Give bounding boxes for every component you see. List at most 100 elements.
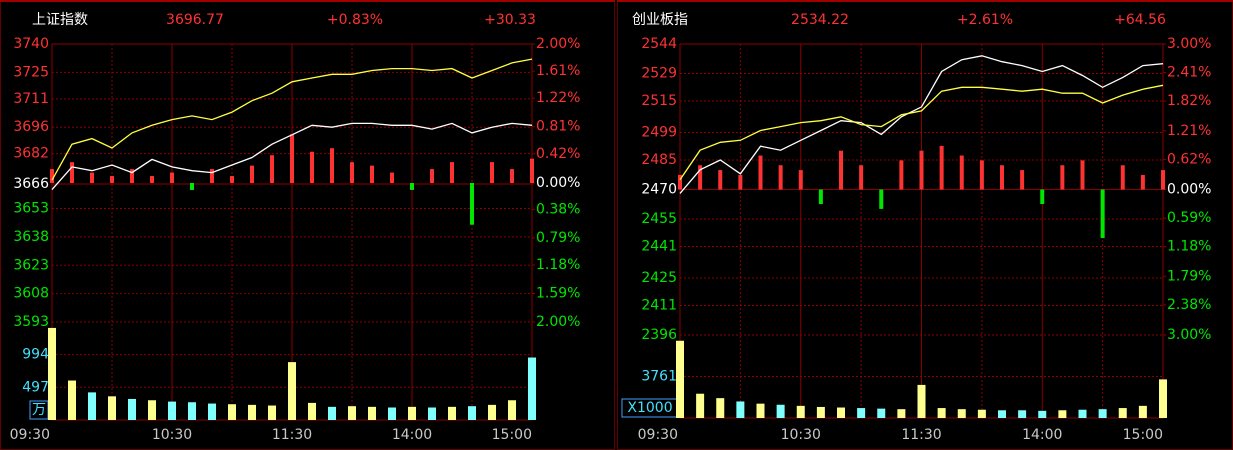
volume-bar — [756, 403, 765, 418]
header-change: +30.33 — [484, 12, 536, 28]
volume-bar — [88, 392, 96, 420]
panel-border — [0, 0, 615, 450]
strength-bar — [919, 150, 924, 190]
y-tick-label: 2396 — [641, 327, 677, 343]
volume-bar — [428, 407, 436, 420]
volume-bar — [1138, 405, 1147, 418]
strength-bar — [350, 162, 354, 183]
volume-bar — [528, 357, 536, 420]
volume-bar — [108, 396, 116, 420]
strength-bar — [390, 172, 394, 183]
y-tick-label: 2499 — [641, 124, 677, 140]
strength-bar — [130, 169, 134, 183]
volume-bar — [1159, 379, 1167, 418]
volume-bar — [1058, 410, 1067, 418]
strength-bar — [70, 162, 74, 183]
strength-bar — [859, 165, 864, 190]
y2-tick-label: 0.62% — [1167, 151, 1211, 167]
strength-bar — [510, 169, 514, 183]
strength-bar — [698, 165, 703, 190]
x-tick-label: 15:00 — [1123, 427, 1163, 443]
y2-tick-label: 0.00% — [536, 175, 580, 191]
volume-bar — [1098, 409, 1107, 418]
y2-tick-label: 1.79% — [1167, 268, 1211, 284]
volume-bar — [977, 409, 986, 418]
y-tick-label: 2485 — [641, 152, 677, 168]
volume-bar — [957, 409, 966, 418]
header-price: 3696.77 — [166, 12, 224, 28]
volume-bar — [998, 410, 1006, 418]
volume-bar — [897, 409, 906, 418]
header-change: +64.56 — [1114, 12, 1166, 28]
y-tick-label: 2425 — [641, 270, 677, 286]
strength-bar — [818, 189, 823, 205]
volume-bar — [328, 406, 336, 420]
strength-bar — [190, 183, 194, 190]
header-price: 2534.22 — [791, 12, 849, 28]
y2-tick-label: 2.00% — [536, 314, 580, 330]
y-tick-label: 3653 — [13, 201, 49, 217]
y2-tick-label: 3.00% — [1167, 327, 1211, 343]
x-tick-label: 10:30 — [152, 427, 192, 443]
y2-tick-label: 0.42% — [536, 146, 580, 162]
volume-bar — [168, 401, 176, 420]
volume-bar — [468, 406, 476, 420]
header-title: 创业板指 — [632, 12, 688, 28]
volume-bar — [1118, 408, 1127, 418]
volume-bar — [228, 404, 236, 420]
volume-bar — [448, 406, 456, 420]
strength-bar — [1040, 189, 1045, 205]
strength-bar — [110, 176, 114, 183]
volume-bar — [488, 404, 496, 420]
strength-bar — [1000, 165, 1004, 190]
strength-bar — [939, 145, 944, 190]
y2-tick-label: 2.41% — [1167, 65, 1211, 81]
y-tick-label: 2544 — [641, 36, 677, 52]
x-tick-label: 14:00 — [1022, 427, 1062, 443]
strength-bar — [50, 169, 54, 183]
y2-tick-label: 2.00% — [536, 36, 580, 52]
volume-bar — [188, 402, 196, 420]
strength-bar — [959, 155, 964, 190]
x-tick-label: 09:30 — [10, 427, 50, 443]
strength-bar — [1060, 165, 1065, 190]
volume-bar — [917, 384, 926, 418]
x-tick-label: 14:00 — [392, 427, 432, 443]
strength-bar — [170, 172, 174, 183]
x-tick-label: 11:30 — [272, 427, 312, 443]
strength-bar — [718, 170, 723, 190]
strength-bar — [230, 176, 234, 183]
x-tick-label: 09:30 — [638, 427, 678, 443]
strength-bar — [430, 169, 434, 183]
strength-bar — [1020, 170, 1025, 190]
volume-bar — [676, 340, 684, 418]
y-tick-label: 2441 — [641, 239, 677, 255]
strength-bar — [899, 160, 904, 190]
volume-bar — [716, 398, 725, 418]
price-line — [679, 55, 1164, 194]
strength-bar — [678, 174, 682, 190]
volume-bar — [248, 404, 256, 420]
x-tick-label: 10:30 — [781, 427, 821, 443]
y-tick-label: 3608 — [13, 286, 49, 302]
y-tick-label: 3696 — [13, 119, 49, 135]
y2-tick-label: 1.18% — [1167, 239, 1211, 255]
y2-tick-label: 1.59% — [536, 286, 580, 302]
strength-bar — [450, 162, 454, 183]
strength-bar — [798, 170, 803, 190]
price-line — [679, 84, 1164, 181]
strength-bar — [330, 148, 334, 183]
y2-tick-label: 3.00% — [1167, 36, 1211, 52]
volume-bar — [68, 380, 76, 420]
volume-bar — [148, 400, 156, 420]
y-tick-label: 2470 — [641, 182, 677, 198]
volume-bar — [1078, 409, 1087, 418]
volume-bar — [696, 393, 705, 418]
volume-bar — [348, 406, 356, 420]
y-tick-label: 3682 — [13, 146, 49, 162]
price-line — [51, 58, 533, 181]
strength-bar — [290, 134, 294, 183]
y-tick-label: 3725 — [13, 64, 49, 80]
